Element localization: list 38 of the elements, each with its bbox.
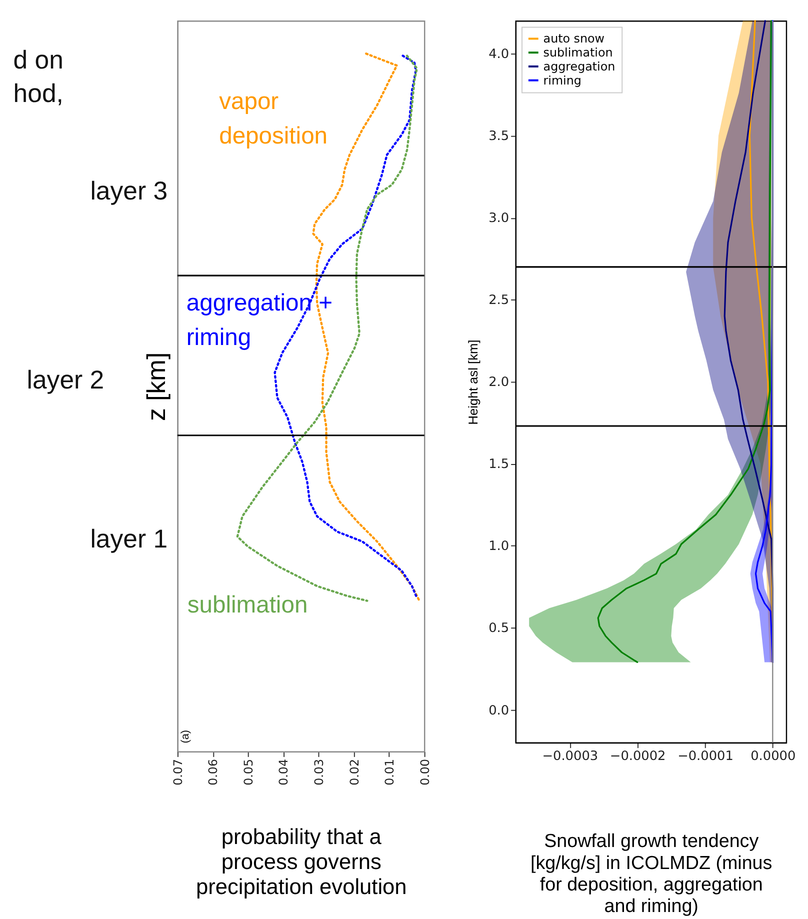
text: layer 3 — [90, 177, 168, 206]
text: layer 1 — [90, 525, 168, 554]
x-tick-label: 0.00 — [418, 758, 432, 786]
x-tick-label: −0.0003 — [542, 748, 598, 764]
x-tick-label: −0.0001 — [678, 748, 734, 764]
y-axis-title: Height asl [km] — [466, 340, 481, 425]
y-tick-label: 4.0 — [488, 47, 510, 62]
legend-label: aggregation — [543, 59, 616, 74]
x-tick-label: 0.04 — [276, 758, 291, 786]
legend-label: riming — [543, 73, 582, 88]
text: layer 2 — [26, 366, 104, 395]
x-tick-label: 0.0000 — [750, 748, 796, 764]
y-tick-label: 1.5 — [488, 457, 510, 472]
y-tick-label: 0.0 — [488, 703, 510, 718]
series-label: sublimation — [187, 592, 308, 619]
x-tick-label: 0.06 — [206, 758, 220, 786]
y-tick-label: 3.0 — [488, 211, 510, 226]
series-label: aggregation + riming — [186, 289, 333, 351]
y-tick-label: 2.0 — [488, 375, 510, 390]
x-tick-label: 0.05 — [241, 758, 256, 786]
x-tick-label: 0.07 — [170, 758, 185, 786]
x-tick-label: 0.03 — [312, 758, 326, 786]
x-axis-title: Snowfall growth tendency [kg/kg/s] in ICOLMDZ (minus for deposition, aggregation and riming) — [530, 830, 772, 916]
x-tick-label: 0.01 — [382, 758, 397, 786]
series-label: vapor deposition — [219, 88, 328, 150]
x-tick-label: 0.02 — [347, 758, 362, 786]
y-tick-label: 0.5 — [488, 621, 510, 636]
x-axis-title: probability that a process governs precipitation evolution — [196, 824, 407, 900]
legend-label: sublimation — [543, 46, 613, 60]
y-tick-label: 1.0 — [488, 539, 510, 554]
x-tick-label: −0.0002 — [610, 748, 666, 764]
legend-label: auto snow — [543, 32, 605, 46]
y-tick-label: 2.5 — [488, 293, 510, 308]
text: d on — [13, 46, 64, 74]
annotation: (a) — [179, 730, 192, 744]
text: hod, — [13, 80, 64, 108]
y-tick-label: 3.5 — [488, 129, 510, 144]
y-axis-title: z [km] — [143, 352, 172, 422]
